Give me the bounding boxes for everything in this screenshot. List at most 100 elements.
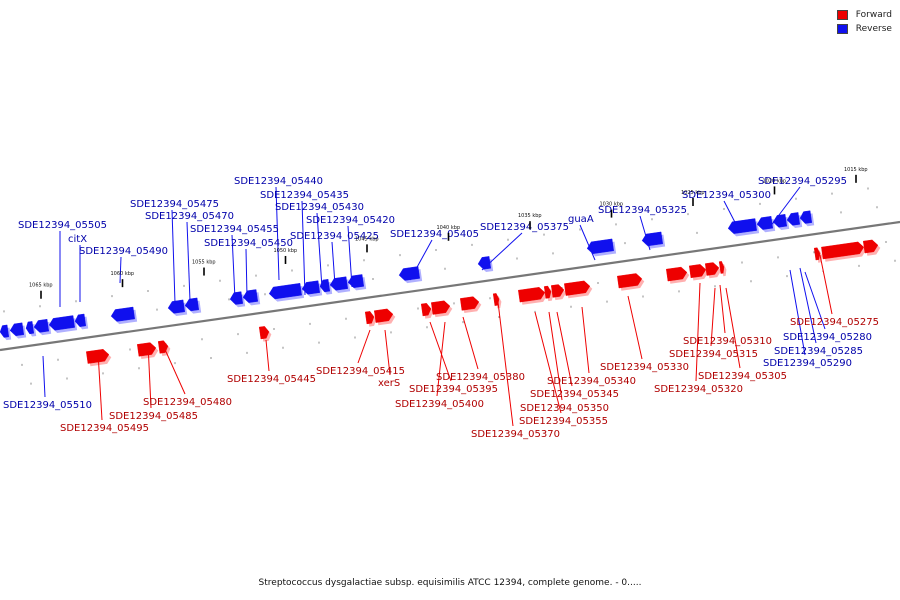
gene-label[interactable]: SDE12394_05300 [682,190,771,201]
gene-label[interactable]: SDE12394_05505 [18,220,107,231]
reverse-gene-arrow[interactable] [268,283,305,303]
gene-label[interactable]: SDE12394_05430 [275,202,364,213]
gene-label[interactable]: SDE12394_05510 [3,400,92,411]
reverse-gene-arrow[interactable] [727,218,760,237]
forward-gene-arrow[interactable] [431,300,453,318]
reverse-gene-arrow[interactable] [229,291,246,308]
reverse-gene-arrow[interactable] [756,216,776,233]
gene-leader-line [556,311,573,387]
reverse-gene-arrow[interactable] [167,299,188,317]
gene-label[interactable]: SDE12394_05370 [471,429,560,440]
reverse-gene-arrow[interactable] [786,212,803,229]
gene-label[interactable]: SDE12394_05355 [519,416,608,427]
gene-label[interactable]: SDE12394_05440 [234,176,323,187]
gene-label[interactable]: SDE12394_05395 [409,384,498,395]
forward-gene-arrow[interactable] [862,239,881,256]
gene-body [756,216,773,230]
gene-label[interactable]: SDE12394_05450 [204,238,293,249]
forward-gene-arrow[interactable] [704,262,722,279]
gene-label[interactable]: SDE12394_05405 [390,229,479,240]
gene-label[interactable]: SDE12394_05310 [683,336,772,347]
forward-gene-arrow[interactable] [492,293,502,309]
gene-label[interactable]: SDE12394_05345 [530,389,619,400]
gene-leader-line [769,186,801,228]
reverse-gene-arrow[interactable] [347,274,367,291]
ruler-label: 1050 kbp [274,248,298,254]
reverse-gene-arrow[interactable] [329,276,351,294]
reverse-gene-arrow[interactable] [48,315,78,334]
gene-label[interactable]: SDE12394_05295 [758,176,847,187]
forward-gene-arrow[interactable] [617,272,645,291]
gene-label[interactable]: SDE12394_05375 [480,222,569,233]
gene-label[interactable]: SDE12394_05320 [654,384,743,395]
ruler-label: 1060 kbp [111,271,135,277]
gene-label[interactable]: SDE12394_05415 [316,366,405,377]
reverse-gene-arrow[interactable] [301,280,323,298]
forward-gene-arrow[interactable] [543,285,554,302]
forward-gene-arrow[interactable] [564,280,593,299]
reverse-gene-arrow[interactable] [9,322,27,340]
gene-label[interactable]: xerS [378,378,400,389]
gene-label[interactable]: SDE12394_05305 [698,371,787,382]
gene-label[interactable]: SDE12394_05420 [306,215,395,226]
gene-label[interactable]: SDE12394_05290 [763,358,852,369]
reverse-gene-arrow[interactable] [184,297,202,315]
gene-body [301,280,320,295]
gene-label[interactable]: SDE12394_05470 [145,211,234,222]
gene-body [564,280,591,296]
reverse-gene-arrow[interactable] [398,266,423,284]
reverse-gene-arrow[interactable] [242,289,261,306]
reverse-gene-arrow[interactable] [477,256,494,273]
reverse-gene-arrow[interactable] [641,231,666,250]
forward-gene-arrow[interactable] [137,342,159,360]
reverse-gene-arrow[interactable] [799,210,815,227]
gene-label[interactable]: SDE12394_05350 [520,403,609,414]
gene-label[interactable]: SDE12394_05490 [79,246,168,257]
forward-gene-arrow[interactable] [689,263,709,281]
gene-leader-line [719,284,726,334]
gene-label[interactable]: SDE12394_05280 [783,332,872,343]
gene-label[interactable]: SDE12394_05425 [290,231,379,242]
forward-gene-arrow[interactable] [460,296,482,314]
gene-body [33,319,50,333]
gene-leader-line [275,186,280,281]
gene-label[interactable]: SDE12394_05475 [130,199,219,210]
reverse-gene-arrow[interactable] [319,279,333,295]
forward-gene-arrow[interactable] [821,241,867,262]
reverse-gene-arrow[interactable] [33,319,52,336]
forward-gene-arrow[interactable] [374,308,396,326]
gene-leader-line [627,295,643,360]
gene-label[interactable]: SDE12394_05480 [143,397,232,408]
gene-leader-line [639,215,651,251]
reverse-gene-arrow[interactable] [110,306,138,325]
gene-label[interactable]: guaA [568,214,594,225]
gene-label[interactable]: citX [68,234,87,245]
gene-label[interactable]: SDE12394_05275 [790,317,879,328]
reverse-gene-arrow[interactable] [586,238,617,258]
forward-gene-arrow[interactable] [86,348,112,367]
gene-leader-line [581,306,590,374]
gene-label[interactable]: SDE12394_05400 [395,399,484,410]
gene-label[interactable]: SDE12394_05445 [227,374,316,385]
gene-label[interactable]: SDE12394_05285 [774,346,863,357]
gene-label[interactable]: SDE12394_05485 [109,411,198,422]
gene-label[interactable]: SDE12394_05495 [60,423,149,434]
forward-gene-arrow[interactable] [420,302,434,319]
gene-label[interactable]: SDE12394_05325 [598,205,687,216]
forward-gene-arrow[interactable] [718,261,727,277]
gene-label[interactable]: SDE12394_05380 [436,372,525,383]
gene-label[interactable]: SDE12394_05340 [547,376,636,387]
reverse-gene-arrow[interactable] [0,324,12,341]
forward-gene-arrow[interactable] [258,326,272,342]
gene-label[interactable]: SDE12394_05455 [190,224,279,235]
gene-label[interactable]: SDE12394_05315 [669,349,758,360]
reverse-gene-arrow[interactable] [74,313,89,331]
forward-gene-arrow[interactable] [364,311,377,327]
forward-gene-arrow[interactable] [666,266,690,284]
gene-body [374,308,394,323]
reverse-gene-arrow[interactable] [25,321,37,337]
gene-label[interactable]: SDE12394_05330 [600,362,689,373]
gene-label[interactable]: SDE12394_05435 [260,190,349,201]
forward-gene-arrow[interactable] [550,284,567,301]
forward-gene-arrow[interactable] [518,286,548,305]
